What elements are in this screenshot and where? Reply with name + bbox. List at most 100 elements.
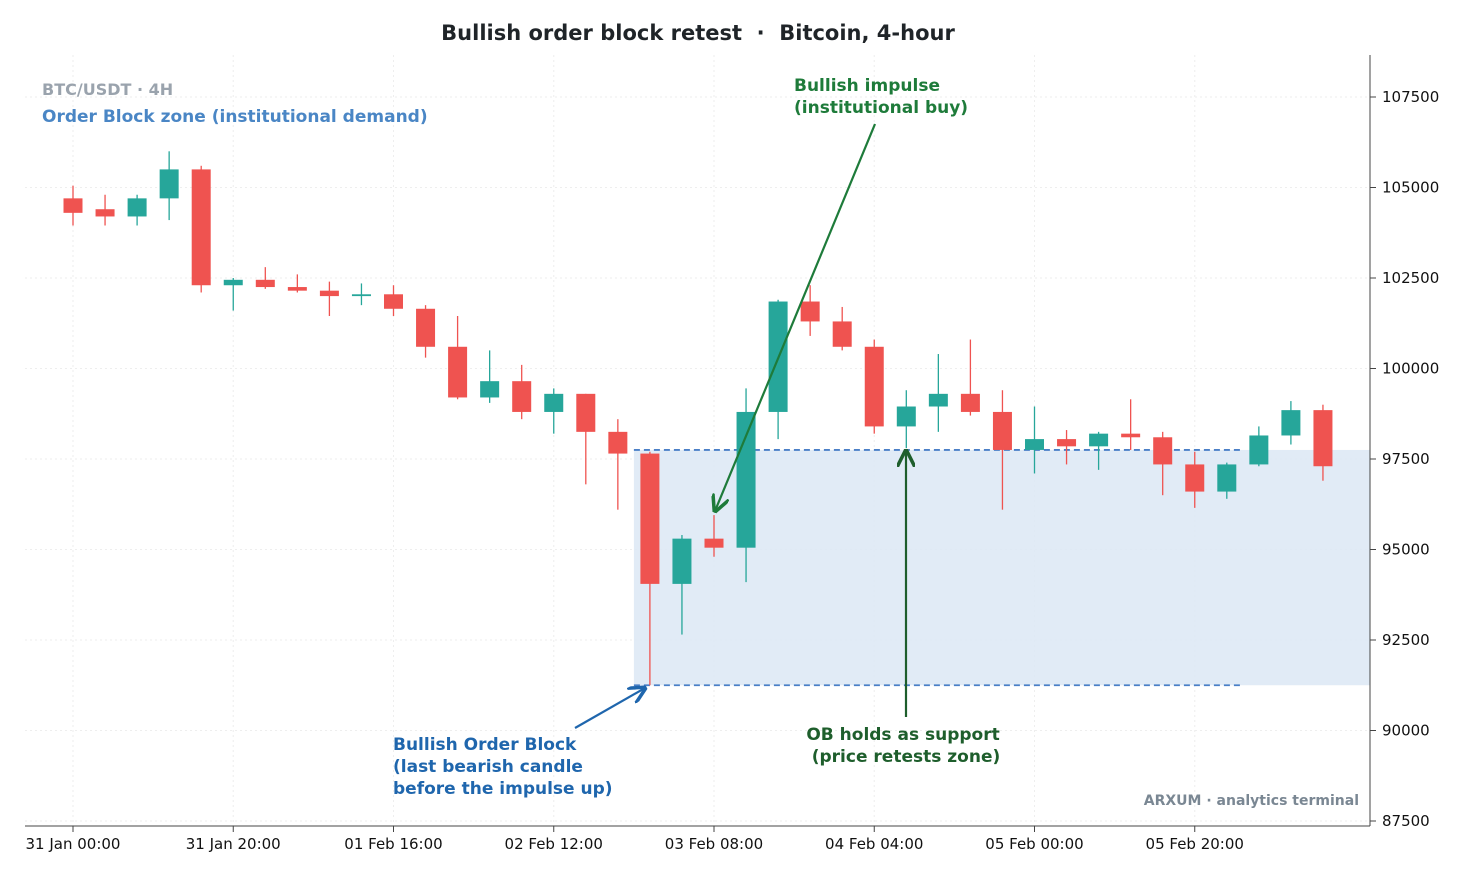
impulse-annotation-line-1: Bullish impulse bbox=[794, 76, 940, 96]
candle-body bbox=[1025, 439, 1044, 450]
order-block-annotation: Bullish Order Block (last bearish candle… bbox=[393, 735, 613, 799]
candle bbox=[480, 350, 500, 403]
candle-body bbox=[1057, 439, 1077, 447]
candle bbox=[1217, 462, 1237, 499]
candle-body bbox=[864, 346, 884, 427]
candle bbox=[63, 185, 83, 226]
order-block-annotation-line-1: Bullish Order Block bbox=[393, 735, 577, 755]
candle bbox=[448, 316, 468, 400]
watermark: ARXUM · analytics terminal bbox=[1144, 793, 1359, 809]
candle-body bbox=[351, 294, 371, 297]
y-axis: 87500 90000 92500 95000 97500 100000 102500 105… bbox=[1370, 88, 1439, 830]
candle-body bbox=[832, 321, 852, 347]
candle-body bbox=[544, 393, 564, 412]
candle-body bbox=[127, 198, 147, 217]
candle-body bbox=[608, 431, 628, 454]
candle-body bbox=[640, 453, 660, 584]
candle bbox=[704, 515, 724, 557]
candle bbox=[416, 305, 436, 358]
candle bbox=[960, 339, 980, 416]
y-tick-label: 105000 bbox=[1382, 179, 1439, 197]
x-tick-label: 04 Feb 04:00 bbox=[825, 835, 923, 853]
candle bbox=[159, 151, 179, 221]
candle bbox=[864, 339, 884, 434]
candle-body bbox=[1281, 410, 1301, 436]
candle-body bbox=[928, 393, 948, 407]
candle bbox=[287, 274, 307, 293]
y-tick-label: 97500 bbox=[1382, 450, 1430, 468]
candle bbox=[640, 451, 660, 686]
candle-body bbox=[223, 279, 243, 286]
candle-body bbox=[287, 287, 307, 291]
y-tick-label: 100000 bbox=[1382, 360, 1439, 378]
candle-body bbox=[448, 346, 468, 398]
candle bbox=[319, 281, 339, 317]
candle-body bbox=[416, 308, 436, 347]
candle bbox=[223, 278, 243, 311]
candle bbox=[832, 306, 852, 351]
candle bbox=[800, 285, 820, 336]
x-tick-label: 31 Jan 20:00 bbox=[186, 835, 281, 853]
x-tick-label: 05 Feb 20:00 bbox=[1146, 835, 1244, 853]
candle bbox=[1185, 451, 1205, 508]
candle-body bbox=[1153, 437, 1173, 465]
candle-body bbox=[1217, 464, 1237, 492]
candle-body bbox=[1185, 464, 1205, 492]
x-tick-label: 03 Feb 08:00 bbox=[665, 835, 763, 853]
candle bbox=[768, 299, 788, 440]
y-tick-label: 87500 bbox=[1382, 812, 1430, 830]
candle bbox=[608, 419, 628, 510]
candle-body bbox=[896, 406, 916, 427]
candle-body bbox=[1089, 433, 1109, 447]
candle bbox=[95, 194, 115, 226]
support-annotation-line-1: OB holds as support bbox=[806, 725, 999, 745]
x-tick-label: 31 Jan 00:00 bbox=[26, 835, 121, 853]
candle bbox=[351, 283, 371, 306]
candle-body bbox=[576, 393, 596, 432]
candle-body bbox=[1249, 435, 1269, 465]
candle bbox=[384, 285, 403, 317]
order-block-annotation-line-2: (last bearish candle bbox=[393, 757, 583, 777]
y-tick-label: 92500 bbox=[1382, 631, 1430, 649]
support-annotation-line-2: (price retests zone) bbox=[812, 747, 1001, 767]
candle bbox=[512, 364, 532, 420]
chart-title: Bullish order block retest · Bitcoin, 4-… bbox=[441, 21, 955, 45]
candle bbox=[1025, 406, 1044, 474]
candle-body bbox=[159, 169, 179, 199]
y-tick-label: 90000 bbox=[1382, 722, 1430, 740]
candle bbox=[1281, 401, 1301, 445]
candle bbox=[576, 393, 596, 485]
candle bbox=[992, 390, 1012, 510]
candle bbox=[191, 165, 211, 293]
x-tick-label: 02 Feb 12:00 bbox=[505, 835, 603, 853]
impulse-annotation: Bullish impulse (institutional buy) bbox=[794, 76, 968, 118]
x-tick-label: 05 Feb 00:00 bbox=[985, 835, 1083, 853]
candle-layer bbox=[63, 151, 1333, 686]
candle-body bbox=[960, 393, 980, 412]
candle-body bbox=[384, 294, 403, 309]
candle-body bbox=[512, 381, 532, 412]
candle-body bbox=[800, 301, 820, 322]
candle-body bbox=[1313, 410, 1333, 467]
candle bbox=[127, 194, 147, 226]
candle-body bbox=[319, 290, 339, 297]
candle bbox=[1313, 404, 1333, 481]
y-tick-label: 102500 bbox=[1382, 269, 1439, 287]
candle bbox=[255, 267, 275, 289]
candle-body bbox=[255, 279, 275, 288]
order-block-arrow bbox=[574, 688, 645, 729]
candle-body bbox=[672, 538, 692, 584]
zone-legend-label: Order Block zone (institutional demand) bbox=[42, 107, 428, 127]
candle-body bbox=[191, 169, 211, 286]
candle bbox=[1249, 426, 1269, 467]
candle bbox=[1089, 431, 1109, 470]
support-annotation: OB holds as support (price retests zone) bbox=[806, 725, 1005, 767]
candle-body bbox=[63, 198, 83, 213]
candle bbox=[1057, 430, 1077, 465]
impulse-annotation-line-2: (institutional buy) bbox=[794, 98, 968, 118]
x-axis: 31 Jan 00:00 31 Jan 20:00 01 Feb 16:00 02 F… bbox=[26, 826, 1244, 853]
candle bbox=[928, 354, 948, 432]
x-tick-label: 01 Feb 16:00 bbox=[344, 835, 442, 853]
candle bbox=[672, 535, 692, 635]
